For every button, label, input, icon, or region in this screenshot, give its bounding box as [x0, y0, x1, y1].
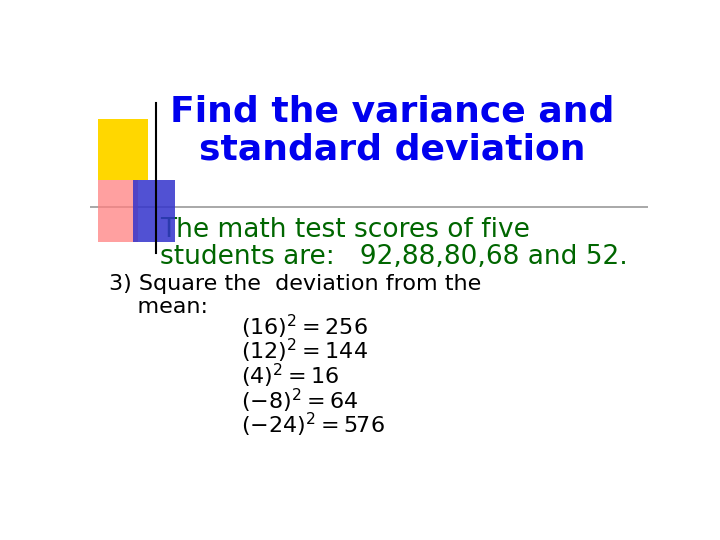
Text: $(-8)^2 = 64$: $(-8)^2 = 64$: [241, 387, 359, 415]
Text: 3) Square the  deviation from the: 3) Square the deviation from the: [109, 274, 482, 294]
Text: mean:: mean:: [109, 298, 208, 318]
Bar: [98, 119, 148, 180]
Text: $(12)^2 =144$: $(12)^2 =144$: [241, 337, 368, 366]
Bar: [98, 180, 138, 242]
Text: $(4)^2 = 16$: $(4)^2 = 16$: [241, 362, 340, 390]
Text: $(-24)^2 = 576$: $(-24)^2 = 576$: [241, 411, 385, 439]
Text: standard deviation: standard deviation: [199, 132, 585, 166]
Text: $(16)^2 = 256$: $(16)^2 = 256$: [241, 313, 368, 341]
Text: students are:   92,88,80,68 and 52.: students are: 92,88,80,68 and 52.: [160, 244, 628, 271]
Text: The math test scores of five: The math test scores of five: [160, 217, 530, 244]
Text: Find the variance and: Find the variance and: [170, 94, 614, 128]
Bar: [132, 180, 175, 242]
